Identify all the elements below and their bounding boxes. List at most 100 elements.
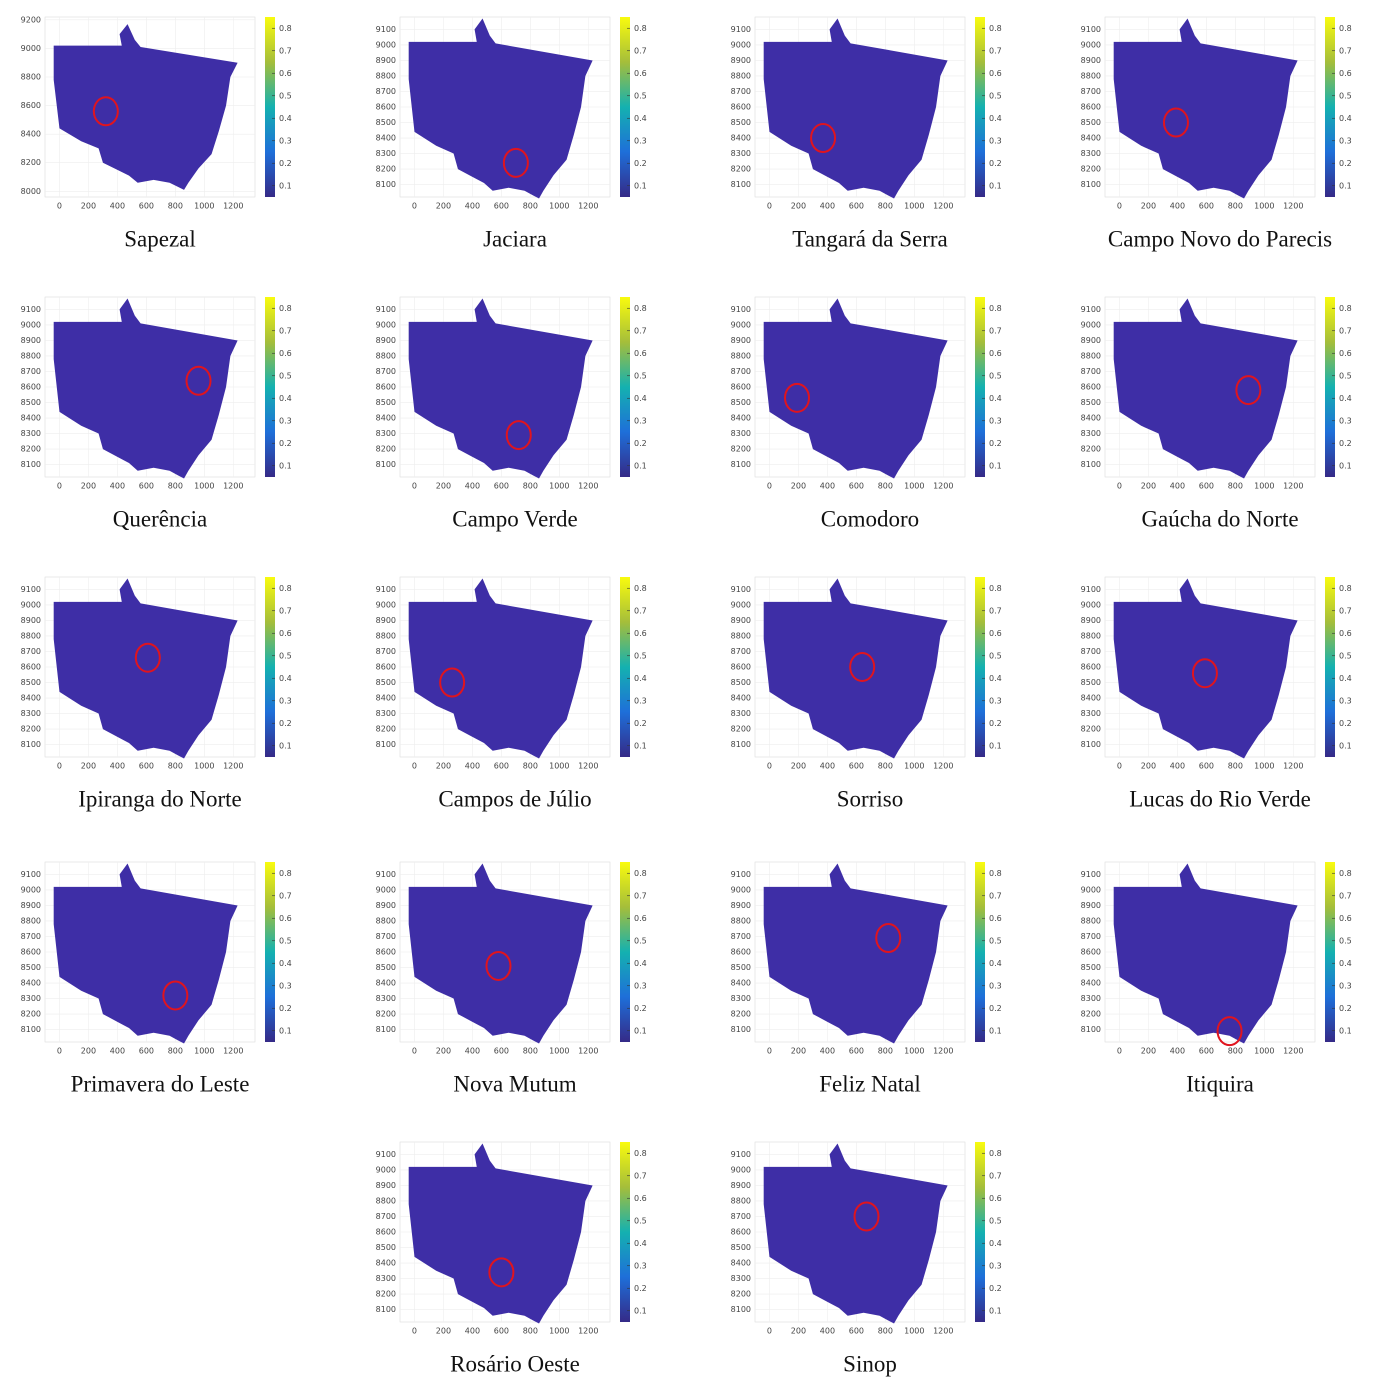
- y-tick-label: 8500: [21, 398, 41, 407]
- x-tick-label: 0: [1117, 202, 1122, 211]
- x-tick-label: 400: [1170, 202, 1185, 211]
- colorbar-tick-label: 0.3: [279, 981, 292, 990]
- y-tick-label: 8400: [731, 134, 751, 143]
- colorbar-tick-label: 0.8: [1339, 869, 1352, 878]
- y-tick-label: 8500: [1081, 118, 1101, 127]
- y-tick-label: 8400: [731, 1259, 751, 1268]
- colorbar-tick-label: 0.8: [1339, 304, 1352, 313]
- colorbar-tick-label: 0.3: [1339, 981, 1352, 990]
- colorbar-tick-label: 0.6: [634, 349, 647, 358]
- y-tick-label: 8200: [376, 1010, 396, 1019]
- y-tick-label: 8600: [1081, 663, 1101, 672]
- panel: 0200400600800100012008100820083008400850…: [731, 577, 1002, 811]
- x-tick-label: 800: [523, 1047, 538, 1056]
- y-tick-label: 8500: [376, 118, 396, 127]
- y-tick-label: 8700: [1081, 87, 1101, 96]
- y-tick-label: 8300: [731, 994, 751, 1003]
- y-tick-label: 8100: [731, 1025, 751, 1034]
- y-tick-label: 8700: [731, 1212, 751, 1221]
- y-tick-label: 8900: [376, 901, 396, 910]
- y-tick-label: 8400: [376, 134, 396, 143]
- colorbar-tick-label: 0.5: [989, 1216, 1002, 1225]
- colorbar-tick-label: 0.4: [634, 1239, 647, 1248]
- colorbar-tick-label: 0.5: [1339, 371, 1352, 380]
- colorbar-tick-label: 0.7: [989, 606, 1002, 615]
- colorbar-tick-label: 0.7: [634, 606, 647, 615]
- x-tick-label: 0: [767, 762, 772, 771]
- panel: 0200400600800100012008100820083008400850…: [21, 297, 292, 531]
- colorbar-tick-label: 0.7: [1339, 891, 1352, 900]
- panel-caption: Nova Mutum: [453, 1071, 576, 1096]
- y-tick-label: 8600: [376, 103, 396, 112]
- y-tick-label: 9000: [1081, 600, 1101, 609]
- panel: 0200400600800100012008100820083008400850…: [21, 862, 292, 1096]
- colorbar-tick-label: 0.5: [634, 371, 647, 380]
- x-tick-label: 0: [412, 762, 417, 771]
- panel-caption: Itiquira: [1186, 1071, 1254, 1096]
- colorbar-tick-label: 0.6: [279, 914, 292, 923]
- y-tick-label: 8600: [1081, 948, 1101, 957]
- colorbar-tick-label: 0.2: [634, 159, 647, 168]
- y-tick-label: 9000: [1081, 40, 1101, 49]
- x-tick-label: 1200: [223, 762, 243, 771]
- y-tick-label: 9100: [731, 1150, 751, 1159]
- x-tick-label: 200: [81, 202, 96, 211]
- x-tick-label: 800: [168, 482, 183, 491]
- x-tick-label: 1000: [194, 202, 214, 211]
- colorbar-tick-label: 0.7: [989, 46, 1002, 55]
- x-tick-label: 200: [436, 1047, 451, 1056]
- x-tick-label: 400: [1170, 482, 1185, 491]
- y-tick-label: 8800: [21, 73, 41, 82]
- x-tick-label: 800: [878, 202, 893, 211]
- x-tick-label: 800: [1228, 1047, 1243, 1056]
- colorbar-tick-label: 0.5: [634, 936, 647, 945]
- y-tick-label: 9100: [376, 870, 396, 879]
- y-tick-label: 8900: [376, 336, 396, 345]
- x-tick-label: 400: [820, 1327, 835, 1336]
- x-tick-label: 1200: [1283, 202, 1303, 211]
- y-tick-label: 8300: [376, 994, 396, 1003]
- x-tick-label: 600: [494, 1047, 509, 1056]
- colorbar: [265, 297, 275, 477]
- x-tick-label: 400: [820, 482, 835, 491]
- colorbar-tick-label: 0.7: [989, 1171, 1002, 1180]
- y-tick-label: 8700: [1081, 647, 1101, 656]
- x-tick-label: 1000: [194, 762, 214, 771]
- panel-caption: Comodoro: [821, 506, 919, 531]
- colorbar-tick-label: 0.7: [634, 1171, 647, 1180]
- y-tick-label: 8300: [376, 149, 396, 158]
- x-tick-label: 0: [1117, 482, 1122, 491]
- y-tick-label: 8300: [1081, 994, 1101, 1003]
- x-tick-label: 1200: [223, 202, 243, 211]
- y-tick-label: 8400: [731, 979, 751, 988]
- x-tick-label: 800: [168, 762, 183, 771]
- colorbar-tick-label: 0.8: [989, 869, 1002, 878]
- x-tick-label: 1000: [194, 482, 214, 491]
- x-tick-label: 1200: [578, 1047, 598, 1056]
- colorbar-tick-label: 0.1: [989, 181, 1002, 190]
- y-tick-label: 8600: [1081, 383, 1101, 392]
- colorbar-tick-label: 0.1: [989, 1026, 1002, 1035]
- colorbar-tick-label: 0.6: [989, 349, 1002, 358]
- x-tick-label: 400: [820, 202, 835, 211]
- y-tick-label: 8900: [1081, 336, 1101, 345]
- x-tick-label: 0: [767, 202, 772, 211]
- y-tick-label: 8800: [731, 351, 751, 360]
- y-tick-label: 8400: [376, 414, 396, 423]
- y-tick-label: 9000: [376, 40, 396, 49]
- y-tick-label: 8100: [1081, 1025, 1101, 1034]
- x-tick-label: 600: [139, 762, 154, 771]
- x-tick-label: 400: [465, 762, 480, 771]
- y-tick-label: 8100: [21, 740, 41, 749]
- colorbar: [620, 1142, 630, 1322]
- colorbar-tick-label: 0.8: [634, 869, 647, 878]
- colorbar-tick-label: 0.1: [1339, 461, 1352, 470]
- x-tick-label: 400: [110, 762, 125, 771]
- y-tick-label: 8800: [21, 631, 41, 640]
- y-tick-label: 8500: [1081, 963, 1101, 972]
- colorbar-tick-label: 0.4: [279, 394, 292, 403]
- y-tick-label: 8200: [376, 1290, 396, 1299]
- y-tick-label: 8400: [21, 414, 41, 423]
- colorbar-tick-label: 0.5: [989, 936, 1002, 945]
